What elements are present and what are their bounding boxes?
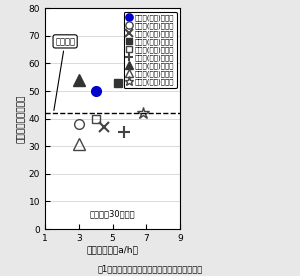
Y-axis label: 心拍数層化率（％）: 心拍数層化率（％）: [17, 94, 26, 143]
Text: 標準負荷: 標準負荷: [54, 37, 75, 110]
Text: 被験者：30歳男性: 被験者：30歳男性: [90, 209, 135, 218]
X-axis label: 作業能率　（a/h）: 作業能率 （a/h）: [87, 246, 138, 255]
Text: 図1　草層り作業能率と心拍数層化率の関係例: 図1 草層り作業能率と心拍数層化率の関係例: [98, 264, 202, 273]
Legend: 刈払機(肩掛)・法面, 刈払機(肩掛)・天端, 刈払機(肩掛)・平坦, 刈払機(長尺)・法面, 刈払機(長尺)・天端, 刈払機(長尺)・平坦, 刈払機(背負)・: 刈払機(肩掛)・法面, 刈払機(肩掛)・天端, 刈払機(肩掛)・平坦, 刈払機(…: [124, 12, 176, 88]
